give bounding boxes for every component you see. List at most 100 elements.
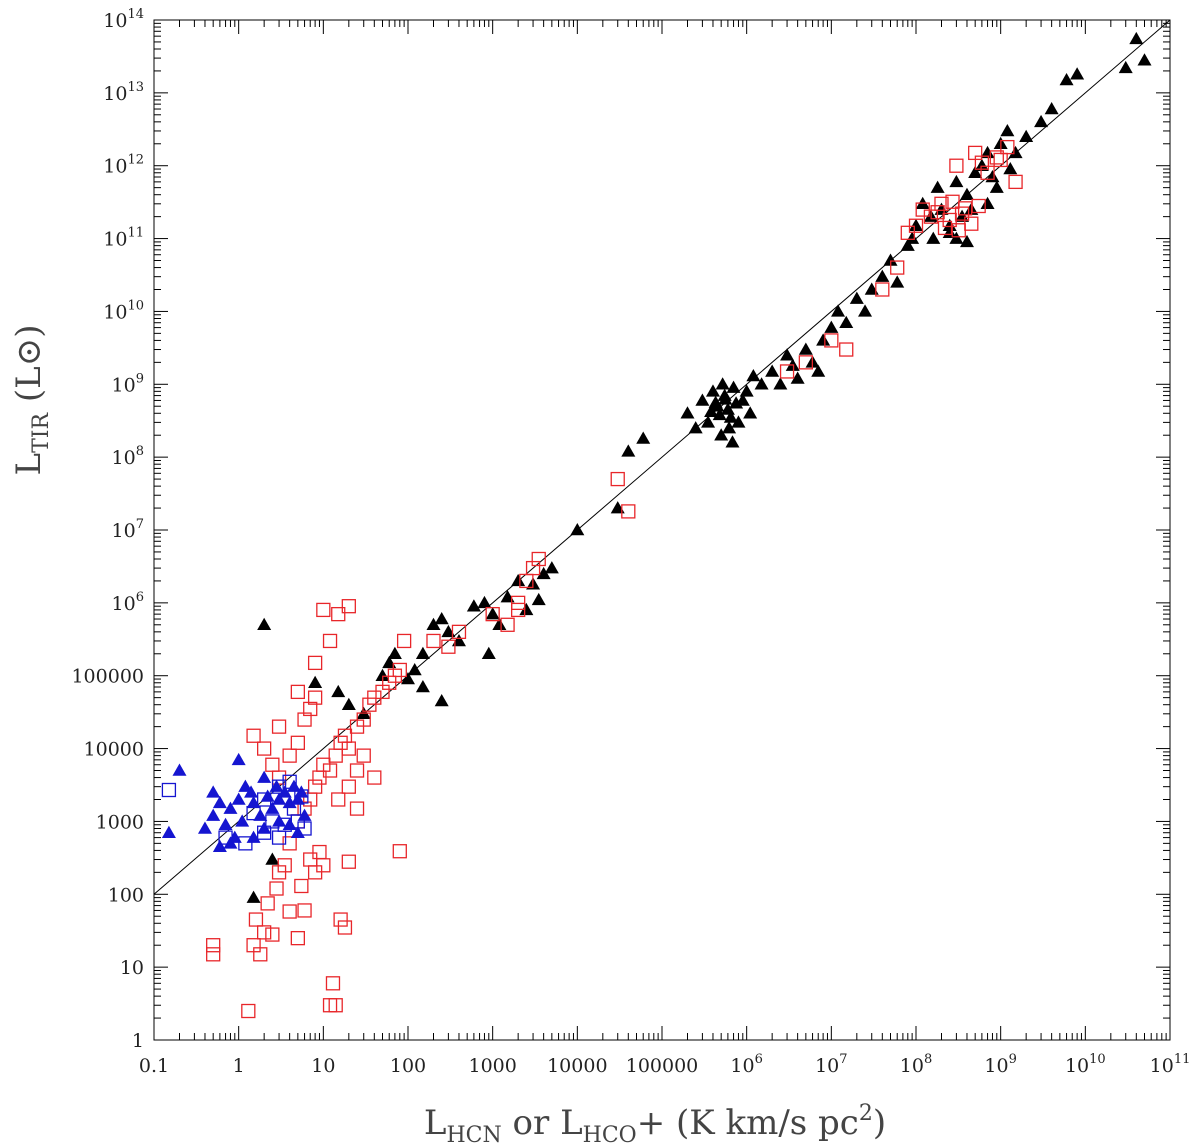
black-triangle-point [926,231,941,244]
black-triangle-point [909,218,923,231]
red-square-point [451,624,467,639]
red-square-point [282,904,297,919]
black-triangle-point [780,348,795,361]
y-tick-label: 100 [108,884,144,906]
black-triangle-point [726,380,741,393]
red-square-point [246,728,261,743]
black-triangle-point [257,617,272,631]
x-tick-label: 0.1 [139,1055,169,1077]
black-triangle-point [864,282,879,295]
red-square-point [980,165,995,180]
black-triangle-point [773,377,788,390]
black-triangle-point [839,315,854,328]
red-square-point [290,735,305,750]
black-triangle-point [477,595,492,609]
red-square-point [269,881,284,896]
red-square-point [322,763,338,778]
red-square-point [316,602,331,618]
red-square-point [341,599,356,614]
black-triangle-point [718,392,733,405]
red-square-point [798,355,813,370]
red-square-point [392,844,407,859]
y-tick-label: 108 [112,444,144,469]
black-triangle-point [415,646,430,660]
x-tick-label: 100000 [626,1055,699,1077]
black-triangle-point [765,364,780,377]
black-triangle-point [401,672,415,685]
x-tick-label: 106 [730,1052,762,1077]
black-triangle-point [704,404,719,417]
red-square-point [303,852,318,867]
blue-triangle-point [269,779,284,792]
red-square-point [260,896,275,911]
red-square-point [937,220,953,236]
red-square-point [257,925,272,940]
blue-triangle-point [223,836,238,849]
black-triangle-point [890,275,905,288]
y-tick-label: 109 [112,371,144,396]
red-square-point [875,282,890,297]
red-square-point [485,606,500,622]
black-triangle-point [1044,102,1059,115]
minor-ticks [154,20,1170,1040]
y-tick-label: 106 [112,590,144,615]
red-square-point [367,690,382,705]
blue-triangle-point [206,785,221,798]
y-tick-label: 10000 [84,739,144,761]
black-triangle-point [715,377,730,390]
red-square-point [331,792,346,807]
red-square-point [1000,139,1015,155]
red-square-point [610,471,625,487]
red-square-point [322,998,338,1013]
black-triangle-point [905,231,920,244]
y-tick-label: 107 [112,517,144,542]
red-square-point [312,844,327,860]
black-triangle-point [722,421,737,434]
black-triangle-point [739,384,754,397]
black-triangle-point [544,561,559,574]
x-tick-label: 1 [233,1055,245,1077]
x-tick-label: 1010 [1065,1052,1106,1077]
red-square-point [824,333,839,348]
blue-square-point [257,792,272,807]
black-triangle-point [725,435,740,448]
black-triangle-point [1118,60,1133,74]
black-triangle-point [1008,145,1023,159]
black-triangle-point [900,238,915,251]
red-square-point [290,684,305,700]
red-square-point [325,976,341,991]
y-tick-label: 1010 [103,298,144,323]
black-triangle-point [849,291,864,304]
black-triangle-point [341,697,356,710]
black-triangle-point [989,180,1004,193]
red-square-point [241,1003,256,1019]
major-ticks [153,19,1171,1041]
black-triangle-point [466,599,481,612]
black-triangle-point [708,395,723,408]
red-square-point [271,719,287,734]
black-triangle-point [959,234,974,248]
black-triangle-point [723,410,738,423]
black-triangle-point [1034,114,1049,128]
red-square-point [206,938,221,953]
red-square-point [890,260,905,275]
red-square-point [341,854,356,869]
plot-frame [153,19,1171,1041]
red-square-point [392,662,407,678]
black-triangle-point [831,304,846,317]
y-tick-label: 1011 [103,226,144,251]
black-triangle-point [570,523,585,536]
red-square-point [839,342,854,357]
red-square-point [779,364,795,379]
y-axis-title: LTIR (L⊙) [9,325,54,476]
black-triangle-point [636,431,651,444]
black-triangle-point [798,342,813,355]
red-square-point [930,205,945,220]
red-square-point [426,633,441,649]
black-triangle-point [959,187,974,200]
black-triangle-point [701,415,716,428]
black-triangle-point [375,668,390,681]
red-square-point [974,155,990,170]
black-triangle-point [531,592,546,606]
x-axis-title: LHCN or LHCO+ (K km/s pc2) [424,1101,886,1146]
